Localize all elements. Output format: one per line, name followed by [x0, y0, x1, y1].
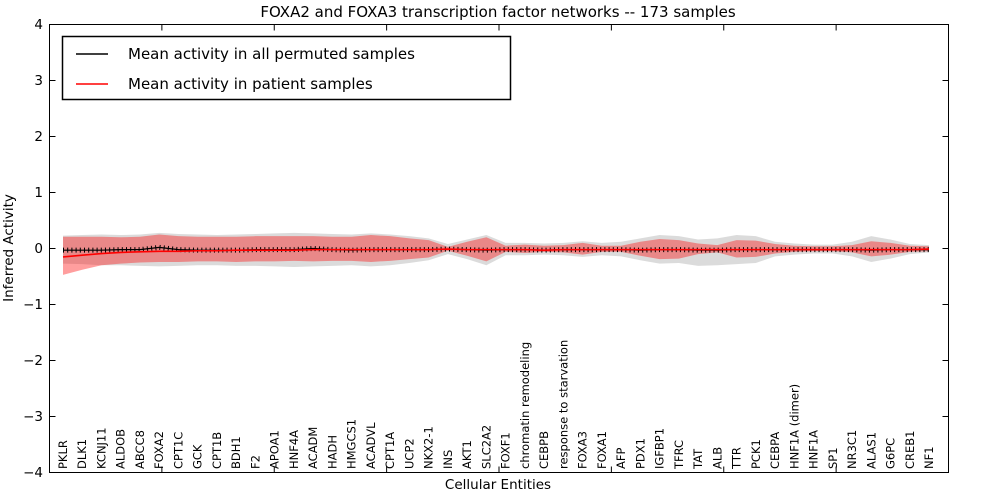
x-category-label: CPT1C — [171, 432, 185, 469]
x-category-label: TAT — [691, 448, 705, 470]
x-category-label: UCP2 — [402, 438, 416, 469]
legend-label-permuted: Mean activity in all permuted samples — [128, 45, 415, 63]
x-category-label: F2 — [248, 455, 262, 469]
x-category-label: HNF1A (dimer) — [787, 384, 801, 469]
y-tick-label: 0 — [34, 241, 43, 257]
x-category-label: HADH — [325, 435, 339, 469]
x-category-label: NKX2-1 — [422, 426, 436, 469]
x-category-label: APOA1 — [268, 430, 282, 469]
x-category-label: DLK1 — [75, 439, 89, 469]
x-category-label: TTR — [730, 447, 744, 470]
x-category-label: HMGCS1 — [345, 419, 359, 469]
legend: Mean activity in all permuted samples Me… — [61, 35, 512, 101]
chart-title: FOXA2 and FOXA3 transcription factor net… — [260, 3, 736, 21]
x-category-label: SP1 — [826, 447, 840, 469]
patient-samples-range-band — [63, 234, 929, 275]
x-category-label: TFRC — [672, 440, 686, 470]
x-category-label: CREB1 — [903, 431, 917, 470]
x-category-label: SLC2A2 — [479, 425, 493, 469]
x-category-label: chromatin remodeling — [518, 342, 532, 469]
x-category-label: FOXA1 — [595, 431, 609, 469]
x-category-label: ALB — [710, 447, 724, 469]
x-category-label: FOXF1 — [499, 432, 513, 469]
x-category-label: NF1 — [922, 446, 936, 469]
patient-mean-line — [62, 248, 930, 258]
y-tick-label: 1 — [34, 185, 43, 201]
x-category-label: KCNJ11 — [94, 427, 108, 469]
y-tick-label: −3 — [23, 409, 43, 425]
x-category-label: ACADVL — [364, 422, 378, 469]
x-category-label: CPT1A — [383, 432, 397, 469]
x-category-label: NR3C1 — [845, 430, 859, 469]
legend-box — [61, 35, 512, 101]
x-category-label: FOXA2 — [152, 431, 166, 469]
x-category-label: CEBPA — [768, 432, 782, 469]
x-category-label: CPT1B — [210, 432, 224, 469]
y-axis-label: Inferred Activity — [1, 194, 17, 302]
x-category-labels: PKLR DLK1 KCNJ11 ALDOB ABCC8 FOXA2 CPT1C GCK CPT… — [56, 340, 936, 470]
y-tick-labels: 4 3 2 1 0 −1 −2 −3 −4 — [23, 17, 43, 481]
y-tick-label: −1 — [23, 297, 43, 313]
x-category-label: INS — [441, 450, 455, 469]
y-tick-label: 2 — [34, 129, 43, 145]
x-category-label: FOXA3 — [576, 431, 590, 469]
mean-lines — [62, 244, 930, 258]
x-category-label: G6PC — [884, 438, 898, 469]
plot-border — [49, 24, 949, 473]
x-category-label: PCK1 — [749, 439, 763, 469]
legend-label-patient: Mean activity in patient samples — [128, 75, 373, 93]
x-category-label: ABCC8 — [133, 430, 147, 469]
x-category-label: response to starvation — [556, 340, 570, 469]
x-category-label: AKT1 — [460, 440, 474, 469]
x-category-label: BDH1 — [229, 436, 243, 469]
x-category-label: ACADM — [306, 427, 320, 469]
x-category-label: HNF4A — [287, 430, 301, 469]
y-tick-label: 4 — [34, 17, 43, 33]
confidence-bands — [63, 232, 929, 275]
x-category-label: AFP — [614, 448, 628, 469]
x-category-label: GCK — [191, 444, 205, 469]
x-category-label: HNF1A — [807, 430, 821, 469]
x-category-label: PDX1 — [633, 438, 647, 469]
y-tick-label: −4 — [23, 465, 43, 481]
y-tick-label: −2 — [23, 353, 43, 369]
x-category-label: ALDOB — [114, 429, 128, 469]
x-category-label: ALAS1 — [864, 432, 878, 469]
y-tick-label: 3 — [34, 73, 43, 89]
x-category-label: IGFBP1 — [653, 428, 667, 469]
x-axis-label: Cellular Entities — [445, 477, 551, 493]
x-category-label: CEBPB — [537, 431, 551, 469]
x-category-label: PKLR — [56, 440, 70, 469]
